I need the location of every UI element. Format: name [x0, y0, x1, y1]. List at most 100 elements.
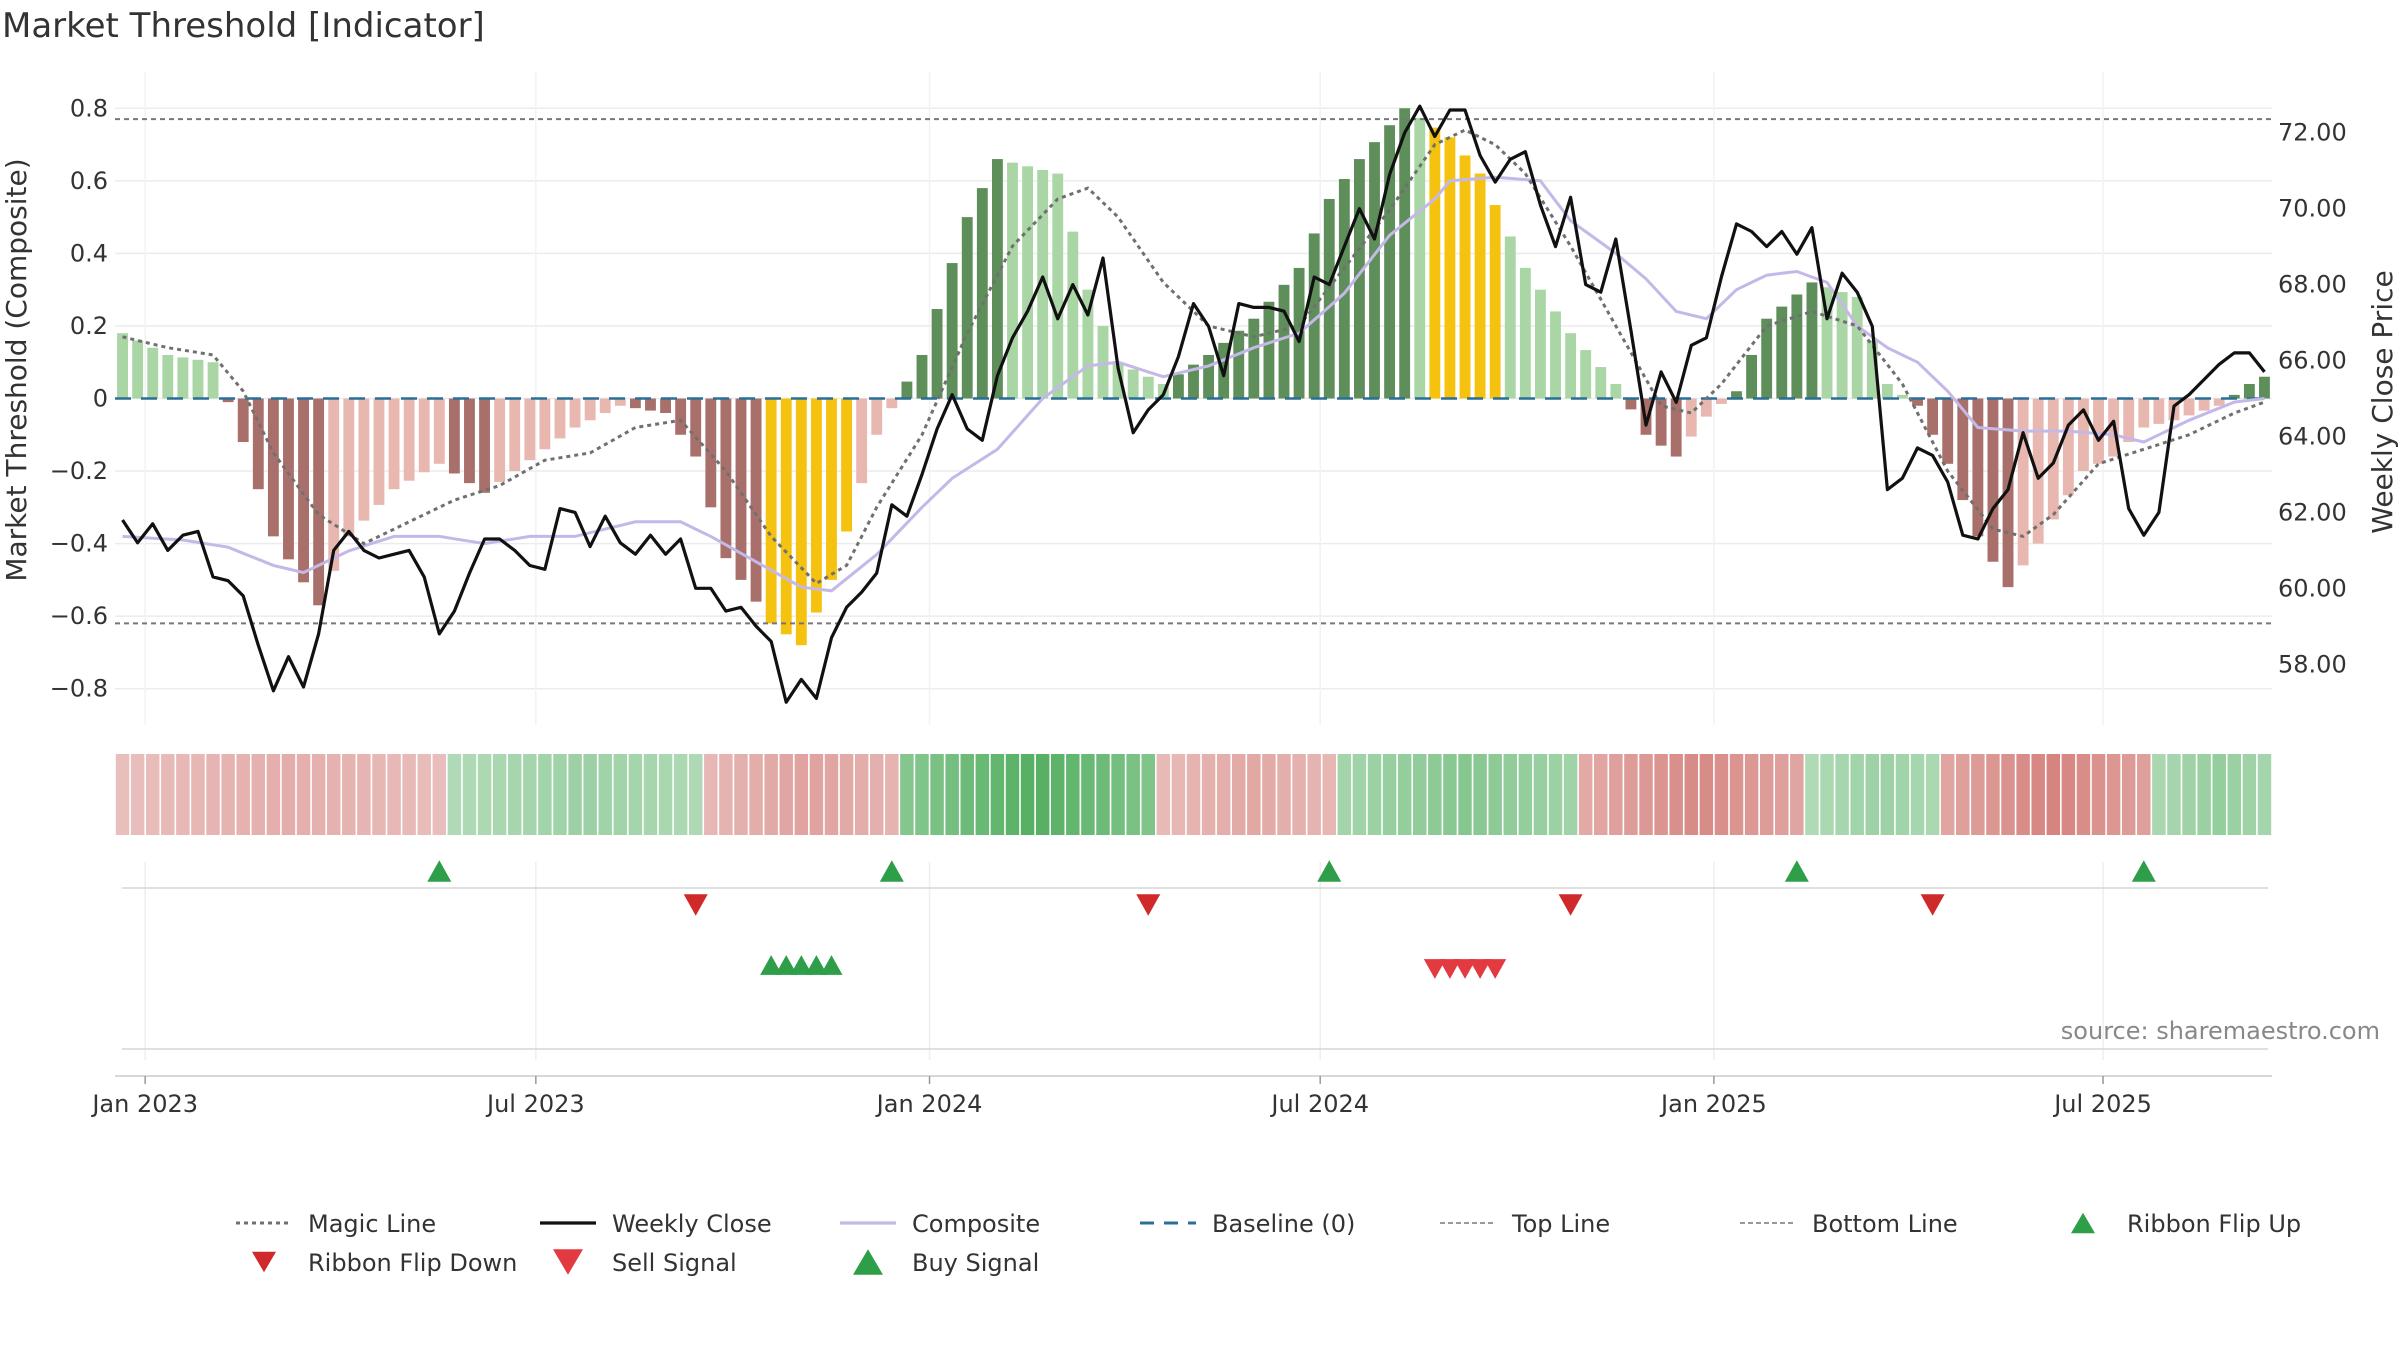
- composite-bar: [1761, 318, 1773, 399]
- ribbon-cell: [1563, 754, 1578, 835]
- legend-item: Bottom Line: [1740, 1210, 1958, 1238]
- legend-label: Top Line: [1511, 1210, 1610, 1238]
- ribbon-cell: [1428, 754, 1442, 835]
- composite-bar: [1957, 398, 1969, 501]
- sell-signal-marker: [1484, 959, 1507, 979]
- composite-bar: [192, 359, 204, 399]
- composite-bar: [328, 398, 340, 571]
- magic-line: [122, 128, 2266, 586]
- ribbon-cell: [1156, 754, 1171, 835]
- left-tick-label: −0.6: [50, 602, 108, 630]
- composite-bar: [1580, 350, 1592, 399]
- ribbon-cell: [1141, 754, 1155, 835]
- ribbon-cell: [1337, 754, 1352, 835]
- ribbon-cell: [2016, 754, 2030, 835]
- ribbon-cell: [236, 754, 250, 835]
- sell-signal-marker: [1438, 959, 1461, 979]
- ribbon-cell: [1835, 754, 1849, 835]
- series-lines: [121, 104, 2266, 704]
- composite-bar: [1172, 374, 1184, 399]
- ribbon-cell: [1397, 754, 1412, 835]
- ribbon-cell: [342, 754, 356, 835]
- ribbon-cell: [930, 754, 944, 835]
- composite-bar: [1278, 284, 1290, 399]
- composite-bar: [403, 398, 415, 481]
- legend-item: Weekly Close: [540, 1210, 772, 1238]
- composite-bar: [871, 398, 883, 435]
- legend-swatch: [252, 1251, 276, 1273]
- composite-bar: [1022, 166, 1034, 399]
- composite-bar: [1188, 364, 1199, 399]
- signal-panel-grid: [115, 862, 2272, 1077]
- ribbon-cell: [764, 754, 778, 835]
- buy-signal-marker: [760, 955, 783, 975]
- ribbon-cell: [387, 754, 401, 835]
- composite-bar: [162, 354, 174, 399]
- composite-bar: [1384, 125, 1396, 399]
- composite-bar: [1821, 287, 1833, 399]
- composite-bar: [675, 398, 687, 435]
- ribbon-cell: [1533, 754, 1548, 835]
- ribbon-cell: [2137, 754, 2151, 835]
- composite-bar: [886, 398, 898, 409]
- left-tick-label: 0.6: [70, 167, 108, 195]
- ribbon-cell: [2076, 754, 2091, 835]
- ribbon-cell: [311, 754, 326, 835]
- composite-bar: [1534, 289, 1546, 399]
- buy-signal-marker: [820, 955, 843, 975]
- composite-bar: [464, 398, 475, 484]
- ribbon-flip-down-marker: [1558, 894, 1583, 916]
- ribbon-cell: [296, 754, 311, 835]
- composite-bar: [841, 398, 853, 532]
- composite-bar: [1610, 383, 1622, 399]
- x-tick-label: Jul 2025: [2052, 1090, 2152, 1118]
- composite-bar: [1263, 301, 1275, 399]
- ribbon-cell: [447, 754, 462, 835]
- ribbon-cell: [417, 754, 431, 835]
- ribbon-cell: [2152, 754, 2166, 835]
- composite-bar: [1323, 198, 1335, 399]
- ribbon-strip: [115, 754, 2272, 835]
- composite-bar: [645, 398, 656, 411]
- composite-bar: [1052, 173, 1064, 399]
- ribbon-cell: [1292, 754, 1306, 835]
- ribbon-cell: [1594, 754, 1608, 835]
- composite-bar: [1067, 231, 1079, 399]
- ribbon-cell: [2091, 754, 2106, 835]
- ribbon-cell: [1729, 754, 1744, 835]
- left-tick-label: 0.2: [70, 312, 108, 340]
- composite-bar: [1881, 383, 1893, 399]
- composite-bar: [780, 398, 792, 635]
- legend-item: Buy Signal: [853, 1249, 1039, 1277]
- legend-label: Sell Signal: [612, 1249, 737, 1277]
- ribbon-cell: [613, 754, 628, 835]
- composite-bar: [2153, 398, 2165, 424]
- ribbon-cell: [1277, 754, 1291, 835]
- buy-signal-marker: [805, 955, 828, 975]
- composite-bar: [1836, 292, 1848, 399]
- composite-bar: [705, 398, 717, 508]
- source-credit: source: sharemaestro.com: [2061, 1017, 2380, 1045]
- legend-item: Ribbon Flip Down: [252, 1249, 517, 1277]
- composite-bar: [1791, 294, 1803, 399]
- composite-bar: [1459, 155, 1471, 399]
- composite-bar: [1550, 311, 1561, 399]
- ribbon-cell: [704, 754, 718, 835]
- composite-bar: [1248, 318, 1260, 399]
- ribbon-cell: [538, 754, 552, 835]
- ribbon-cell: [2182, 754, 2196, 835]
- composite-bar: [976, 188, 988, 399]
- composite-bar: [2093, 398, 2104, 464]
- ribbon-cell: [598, 754, 612, 835]
- composite-bar: [433, 398, 445, 464]
- ribbon-cell: [1820, 754, 1834, 835]
- ribbon-cell: [1956, 754, 1970, 835]
- ribbon-cell: [191, 754, 205, 835]
- legend-item: Baseline (0): [1140, 1210, 1355, 1238]
- ribbon-cell: [854, 754, 869, 835]
- ribbon-cell: [161, 754, 175, 835]
- composite-bar: [795, 398, 807, 646]
- ribbon-cell: [568, 754, 582, 835]
- composite-bar: [826, 398, 837, 580]
- ribbon-cell: [975, 754, 990, 835]
